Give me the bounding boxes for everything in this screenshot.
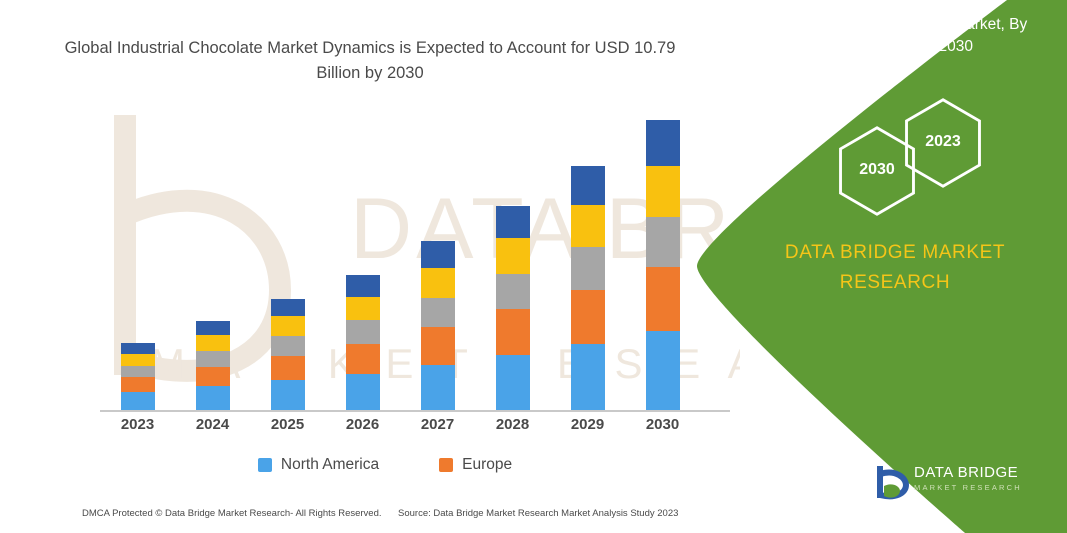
bar-segment [270,355,305,381]
bar-segment [645,166,680,217]
bar-segment [195,386,230,410]
logo-b-icon [877,466,910,500]
bar-segment [570,343,605,410]
x-axis-tick-label: 2027 [420,416,455,433]
bar-segment [345,343,380,374]
bar-group [345,274,380,410]
bar-segment [195,335,230,351]
chart-legend: North America Europe [70,452,700,478]
logo-name: DATA BRIDGE [914,464,1019,481]
x-axis-tick-label: 2026 [345,416,380,433]
bar-segment [570,204,605,248]
data-bridge-logo: DATA BRIDGE MARKET RESEARCH [874,462,1049,508]
bar-segment [420,297,455,328]
bar-segment [195,366,230,387]
legend-swatch [257,458,272,472]
bar-group [195,321,230,410]
x-axis-tick-label: 2029 [570,416,605,433]
bar-group [420,241,455,410]
bar-segment [195,350,230,367]
bar-segment [570,247,605,290]
bar-segment [345,373,380,410]
bar-segment [420,364,455,410]
bar-segment [645,331,680,410]
bar-group [120,342,155,410]
bar-segment [495,238,530,274]
bar-segment [270,316,305,337]
page-title: Global Industrial Chocolate Market Dynam… [64,39,676,82]
legend-swatch [439,458,454,472]
hexagon-badges: 2030 2023 [805,95,1025,216]
bar-segment [495,273,530,310]
brand-line-1: DATA BRIDGE MARKET [784,242,1006,263]
hexagon-2023-icon [905,98,981,188]
bar-segment [120,392,155,410]
bar-segment [495,205,530,239]
footer: DMCA Protected © Data Bridge Market Rese… [0,508,710,530]
logo-subtitle: MARKET RESEARCH [914,483,1022,492]
bar-segment [420,327,455,365]
bar-segment [420,241,455,269]
bar-segment [120,353,155,366]
bar-segment [570,289,605,344]
x-axis-tick-label: 2028 [495,416,530,433]
bar-chart: 2023 2024 2025 2026 2027 2028 2029 2030 [70,110,730,433]
bar-group [570,166,605,410]
x-axis-tick-label: 2024 [195,416,230,433]
legend-label: North America [280,456,380,473]
bar-group [270,298,305,410]
hexagon-2030-icon [839,126,915,216]
bar-segment [120,342,155,354]
brand-line-2: RESEARCH [839,272,951,293]
hexagon-2030-label: 2030 [859,161,895,178]
bar-segment [345,296,380,321]
x-axis-labels: 2023 2024 2025 2026 2027 2028 2029 2030 [100,416,730,444]
chart-plot-area [100,110,700,410]
footer-source: Source: Data Bridge Market Research Mark… [398,508,679,519]
bar-segment [120,365,155,378]
x-axis-tick-label: 2025 [270,416,305,433]
bar-segment [645,266,680,332]
panel-title: Global Industrial Chocolate Market, By R… [762,16,1028,55]
legend-item[interactable]: Europe [439,456,512,474]
hexagon-2023-label: 2023 [925,133,961,150]
bar-group [645,120,680,410]
bar-segment [195,321,230,336]
right-green-panel [667,0,1067,533]
bar-segment [420,268,455,298]
brand-name: DATA BRIDGE MARKET RESEARCH [735,238,1055,298]
legend-label: Europe [462,456,513,473]
bar-segment [495,309,530,355]
bar-segment [345,274,380,297]
bar-segment [120,377,155,393]
bar-segment [495,354,530,410]
footer-dmca: DMCA Protected © Data Bridge Market Rese… [82,508,382,519]
bar-segment [270,298,305,317]
bar-segment [570,166,605,205]
legend-item[interactable]: North America [257,456,380,474]
bar-segment [270,380,305,410]
bar-segment [645,216,680,267]
x-axis-line [100,410,730,412]
bar-segment [645,120,680,167]
x-axis-tick-label: 2023 [120,416,155,433]
bar-segment [270,336,305,356]
bar-segment [345,320,380,344]
x-axis-tick-label: 2030 [645,416,680,433]
bar-group [495,205,530,410]
